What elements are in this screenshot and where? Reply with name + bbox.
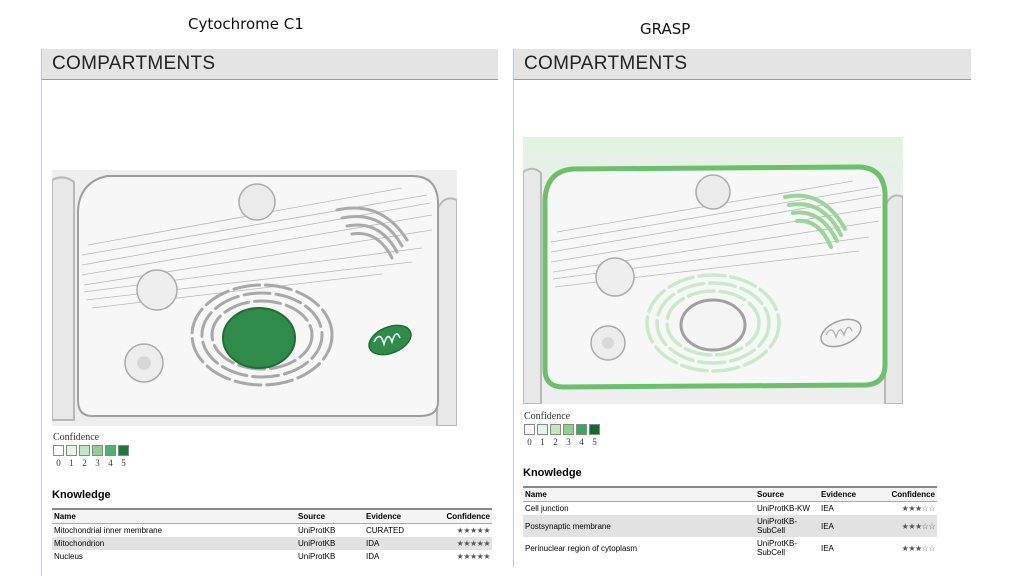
- confidence-level-label: 0: [56, 458, 61, 468]
- confidence-level-label: 2: [553, 437, 558, 447]
- confidence-swatch: [53, 445, 64, 456]
- cell-diagram: [52, 170, 457, 426]
- col-confidence[interactable]: Confidence: [883, 486, 937, 502]
- confidence-level-label: 3: [95, 458, 100, 468]
- col-confidence[interactable]: Confidence: [444, 508, 492, 524]
- table-row[interactable]: Cell junction UniProtKB-KW IEA ★★★☆☆: [523, 502, 937, 516]
- col-evidence[interactable]: Evidence: [364, 508, 444, 524]
- row-stars: ★★★☆☆: [883, 515, 937, 537]
- cell-illustration: [52, 175, 457, 426]
- confidence-swatch: [79, 445, 90, 456]
- row-stars: ★★★★★: [444, 537, 492, 550]
- row-source: UniProtKB-KW: [757, 504, 810, 513]
- knowledge-title: Knowledge: [523, 467, 582, 479]
- col-source[interactable]: Source: [755, 486, 819, 502]
- panel-header: COMPARTMENTS: [514, 49, 971, 80]
- confidence-level-label: 0: [527, 437, 532, 447]
- table-row[interactable]: Mitochondrial inner membrane UniProtKB C…: [52, 524, 492, 538]
- confidence-swatch: [92, 445, 103, 456]
- cell-diagram: [523, 137, 903, 404]
- knowledge-table: Name Source Evidence Confidence Mitochon…: [52, 508, 492, 563]
- confidence-swatch: [66, 445, 77, 456]
- row-evidence: CURATED: [366, 526, 405, 535]
- table-row[interactable]: Mitochondrion UniProtKB IDA ★★★★★: [52, 537, 492, 550]
- row-evidence: IEA: [819, 515, 883, 537]
- confidence-level-label: 3: [566, 437, 571, 447]
- confidence-label: Confidence: [524, 411, 571, 422]
- table-row[interactable]: Nucleus UniProtKB IDA ★★★★★: [52, 550, 492, 563]
- compartments-panel-right: COMPARTMENTS: [513, 49, 971, 567]
- confidence-swatch: [118, 445, 129, 456]
- row-evidence: IEA: [821, 504, 834, 513]
- confidence-level-label: 5: [592, 437, 597, 447]
- confidence-swatch: [105, 445, 116, 456]
- row-source: UniProtKB: [296, 537, 364, 550]
- confidence-level-label: 2: [82, 458, 87, 468]
- confidence-swatch: [589, 424, 600, 435]
- knowledge-section: Knowledge Name Source Evidence Confidenc…: [52, 489, 492, 563]
- row-name: Perinuclear region of cytoplasm: [525, 543, 638, 553]
- confidence-swatch: [576, 424, 587, 435]
- row-evidence: IDA: [366, 552, 380, 561]
- row-name: Cell junction: [525, 504, 569, 513]
- row-name: Nucleus: [54, 552, 83, 561]
- confidence-level-label: 4: [108, 458, 113, 468]
- knowledge-section: Knowledge Name Source Evidence Confidenc…: [523, 467, 937, 559]
- row-name: Mitochondrion: [52, 537, 296, 550]
- col-source[interactable]: Source: [296, 508, 364, 524]
- table-row[interactable]: Postsynaptic membrane UniProtKB-SubCell …: [523, 515, 937, 537]
- confidence-swatch: [537, 424, 548, 435]
- figure-title-left: Cytochrome C1: [188, 15, 304, 33]
- row-source: UniProtKB: [298, 526, 336, 535]
- row-source: UniProtKB-SubCell: [757, 539, 798, 557]
- row-stars: ★★★★★: [456, 552, 491, 561]
- row-stars: ★★★☆☆: [901, 504, 936, 513]
- figure-title-right: GRASP: [640, 20, 691, 38]
- row-source: UniProtKB-SubCell: [755, 515, 819, 537]
- confidence-swatch: [550, 424, 561, 435]
- col-name[interactable]: Name: [523, 486, 755, 502]
- confidence-label: Confidence: [53, 432, 100, 443]
- confidence-swatch: [563, 424, 574, 435]
- row-name: Postsynaptic membrane: [523, 515, 755, 537]
- col-evidence[interactable]: Evidence: [819, 486, 883, 502]
- row-name: Mitochondrial inner membrane: [54, 526, 163, 535]
- col-name[interactable]: Name: [52, 508, 296, 524]
- row-stars: ★★★★★: [456, 526, 491, 535]
- compartments-panel-left: COMPARTMENTS: [41, 49, 498, 576]
- row-stars: ★★★☆☆: [901, 543, 936, 553]
- row-source: UniProtKB: [298, 552, 336, 561]
- confidence-swatch: [524, 424, 535, 435]
- table-row[interactable]: Perinuclear region of cytoplasm UniProtK…: [523, 537, 937, 559]
- panel-header: COMPARTMENTS: [42, 49, 498, 80]
- confidence-level-label: 1: [540, 437, 545, 447]
- row-evidence: IDA: [364, 537, 444, 550]
- row-evidence: IEA: [821, 543, 834, 553]
- knowledge-table: Name Source Evidence Confidence Cell jun…: [523, 486, 937, 559]
- confidence-level-label: 4: [579, 437, 584, 447]
- cell-illustration: [523, 164, 903, 404]
- confidence-level-label: 5: [121, 458, 126, 468]
- confidence-level-label: 1: [69, 458, 74, 468]
- knowledge-title: Knowledge: [52, 489, 111, 501]
